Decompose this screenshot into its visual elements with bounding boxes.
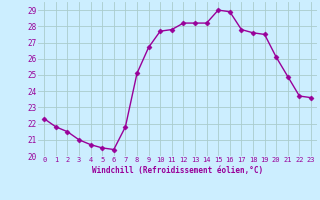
X-axis label: Windchill (Refroidissement éolien,°C): Windchill (Refroidissement éolien,°C) xyxy=(92,166,263,175)
